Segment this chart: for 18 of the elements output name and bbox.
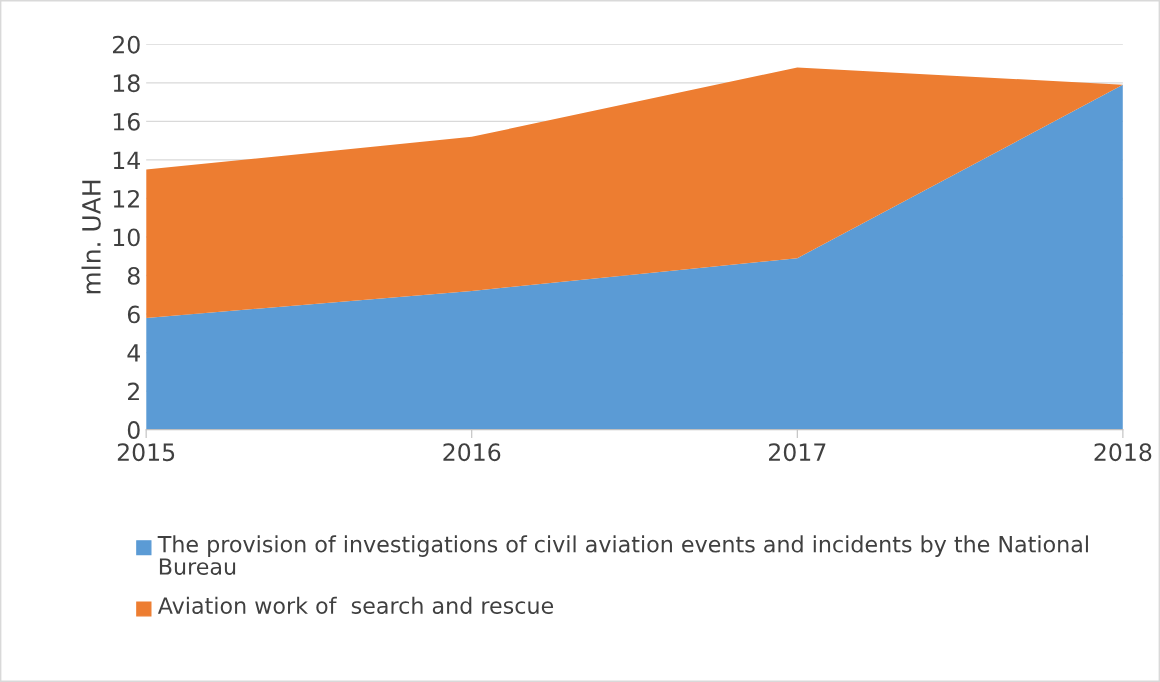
y-axis-title: mln. UAH — [81, 180, 101, 294]
x-tick-label: 2017 — [768, 443, 826, 462]
y-tick-label: 0 — [127, 421, 140, 439]
y-tick-label: 2 — [128, 382, 139, 401]
y-tick-label: 8 — [127, 266, 140, 285]
y-tick-label: 18 — [113, 74, 140, 93]
x-tick-label: 2015 — [117, 443, 175, 462]
y-tick-label: 14 — [113, 151, 140, 169]
x-tick-label: 2018 — [1094, 443, 1152, 462]
y-tick-label: 10 — [113, 228, 140, 247]
y-tick-label: 16 — [113, 112, 140, 131]
y-tick-label: 4 — [127, 344, 140, 362]
legend-label: Aviation work of search and rescue — [157, 596, 554, 614]
x-tick-label: 2016 — [443, 443, 501, 462]
y-tick-label: 6 — [127, 305, 140, 324]
y-tick-label: 12 — [113, 189, 139, 208]
y-tick-label: 20 — [112, 35, 140, 54]
legend-label: The provision of investigations of civil aviation events and incidents by the National Bureau — [157, 535, 1088, 575]
